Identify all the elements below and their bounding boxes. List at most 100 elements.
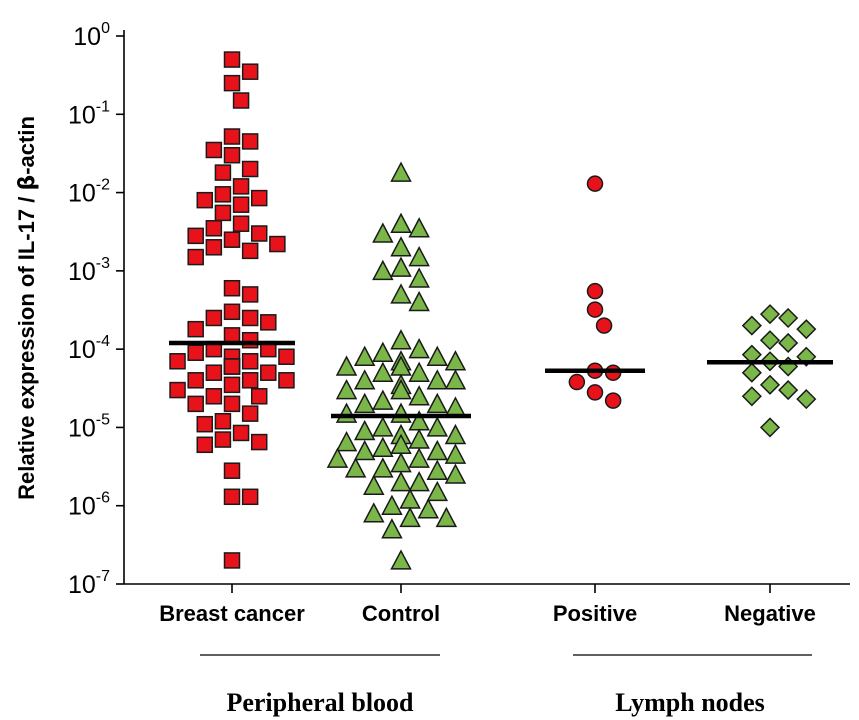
square-point (205, 220, 223, 237)
triangle-point (426, 416, 449, 437)
category-label: Control (362, 601, 440, 626)
square-point (241, 242, 259, 260)
square-point (205, 239, 223, 256)
group-label: Lymph nodes (615, 688, 765, 717)
triangle-point (408, 447, 430, 468)
triangle-point (372, 416, 394, 437)
square-point (205, 309, 223, 327)
square-point (223, 146, 241, 164)
y-tick-exponent: -3 (96, 255, 110, 272)
square-point (232, 196, 250, 213)
square-point (205, 364, 223, 381)
square-point (187, 227, 204, 245)
square-point (223, 552, 241, 569)
triangle-point (335, 378, 358, 400)
square-point (223, 303, 241, 321)
diamond-point (796, 319, 817, 340)
triangle-point (390, 471, 412, 492)
y-axis-label-suffix: -actin (14, 116, 39, 175)
square-point (169, 381, 186, 399)
square-point (241, 372, 259, 389)
triangle-point (399, 488, 421, 509)
triangle-point (390, 378, 412, 400)
triangle-point (390, 161, 412, 182)
diamond-point (759, 417, 781, 438)
triangle-point (372, 457, 394, 478)
triangle-point (335, 355, 358, 376)
triangle-point (408, 217, 430, 238)
diamond-point (778, 332, 799, 354)
triangle-point (390, 283, 412, 304)
circle-point (586, 282, 604, 300)
category-label: Breast cancer (159, 601, 305, 626)
group-label: Peripheral blood (226, 688, 414, 717)
square-point (241, 353, 259, 370)
diamond-point (741, 315, 762, 336)
triangle-point (426, 345, 449, 366)
square-point (214, 164, 232, 181)
diamond-point (741, 362, 762, 383)
triangle-point (363, 474, 385, 495)
triangle-point (390, 402, 412, 423)
square-point (223, 376, 241, 394)
circle-point (586, 384, 604, 401)
y-tick-label: 100 (73, 20, 110, 51)
triangle-point (344, 457, 367, 478)
square-point (232, 178, 250, 195)
square-point (223, 51, 241, 68)
triangle-point (408, 471, 430, 492)
square-point (260, 364, 277, 381)
y-tick-exponent: 0 (101, 20, 110, 37)
y-tick-base: 10 (68, 336, 96, 364)
category-label: Positive (553, 601, 637, 626)
triangle-point (408, 385, 430, 406)
y-tick-label: 10-6 (68, 490, 110, 521)
square-point (214, 204, 232, 222)
square-point (250, 189, 268, 207)
circle-point (604, 392, 622, 409)
triangle-point (399, 506, 421, 528)
triangle-point (381, 518, 403, 539)
triangle-point (372, 436, 394, 458)
square-point (241, 133, 259, 150)
triangle-point (444, 396, 467, 417)
y-tick-exponent: -2 (96, 177, 110, 194)
triangle-point (444, 443, 467, 464)
y-tick-base: 10 (73, 23, 101, 51)
square-point (241, 488, 259, 506)
triangle-point (353, 419, 376, 441)
triangle-point (444, 463, 467, 484)
triangle-point (372, 361, 394, 382)
triangle-point (363, 502, 385, 523)
square-point (196, 436, 214, 454)
triangle-point (426, 459, 449, 480)
square-point (205, 388, 223, 405)
y-axis-label: Relative expression of IL-17 / β-actin (14, 116, 40, 500)
square-point (241, 309, 259, 327)
axes (116, 30, 850, 656)
square-point (187, 320, 204, 338)
triangle-point (390, 452, 412, 473)
square-point (232, 424, 250, 442)
triangle-point (353, 369, 376, 390)
triangle-point (372, 389, 394, 410)
y-tick-base: 10 (68, 101, 96, 129)
circle-point (595, 317, 613, 334)
square-point (205, 141, 223, 159)
category-label: Negative (724, 601, 816, 626)
triangle-point (426, 480, 449, 502)
y-tick-exponent: -4 (96, 333, 110, 350)
square-point (241, 286, 259, 303)
triangle-point (390, 212, 412, 233)
square-point (223, 128, 241, 145)
square-point (241, 63, 259, 80)
triangle-point (335, 430, 358, 452)
square-point (241, 405, 259, 422)
triangle-point (335, 402, 358, 423)
y-axis-label-symbol: β (15, 175, 40, 191)
square-point (223, 462, 241, 479)
triangle-point (444, 350, 467, 371)
triangle-point (381, 494, 403, 515)
triangle-point (408, 267, 430, 288)
y-tick-label: 10-1 (68, 98, 110, 129)
